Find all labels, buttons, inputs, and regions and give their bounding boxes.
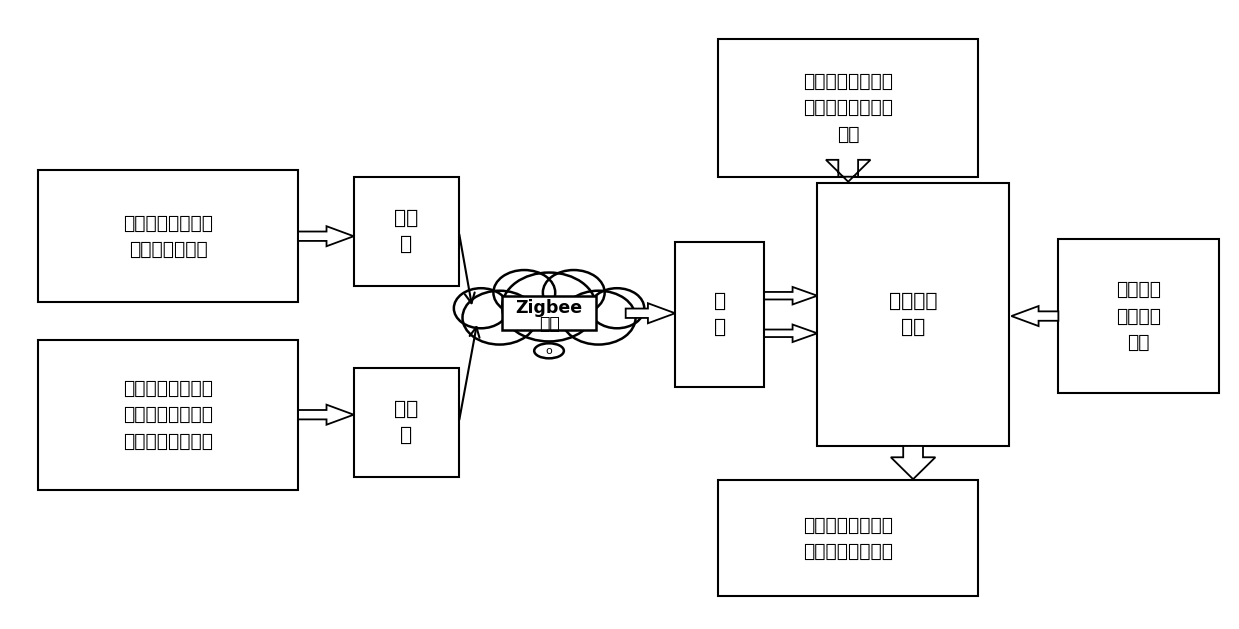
Bar: [353, 368, 458, 477]
Text: 各地区峰
值日照小
时数: 各地区峰 值日照小 时数: [1116, 280, 1161, 352]
Circle shape: [534, 343, 564, 359]
Bar: [818, 183, 1009, 446]
Polygon shape: [626, 303, 675, 323]
Text: 网络: 网络: [539, 315, 560, 333]
Text: Zigbee: Zigbee: [515, 299, 582, 317]
Bar: [502, 296, 596, 330]
Bar: [353, 177, 458, 286]
Text: 采集
器: 采集 器: [394, 209, 419, 254]
Ellipse shape: [543, 270, 605, 315]
Ellipse shape: [502, 272, 596, 342]
Ellipse shape: [493, 270, 555, 315]
Text: 并网点电压电流采
集装置：测量并网
点电压值、电流值: 并网点电压电流采 集装置：测量并网 点电压值、电流值: [123, 379, 213, 451]
Ellipse shape: [561, 291, 636, 345]
Ellipse shape: [462, 291, 536, 345]
Polygon shape: [891, 446, 935, 479]
Text: 输入：组件参数、
装机容量、环境参
数等: 输入：组件参数、 装机容量、环境参 数等: [803, 72, 893, 144]
Text: 数据处理
单元: 数据处理 单元: [888, 292, 938, 337]
Polygon shape: [764, 325, 818, 342]
Polygon shape: [299, 404, 353, 425]
Bar: [719, 481, 978, 596]
Text: o: o: [545, 346, 553, 356]
Ellipse shape: [590, 288, 644, 328]
Polygon shape: [299, 226, 353, 246]
Bar: [719, 39, 978, 177]
Ellipse shape: [453, 288, 508, 328]
Text: 采集
器: 采集 器: [394, 400, 419, 445]
Polygon shape: [764, 287, 818, 304]
Bar: [675, 243, 764, 386]
Polygon shape: [1011, 306, 1058, 326]
Bar: [1058, 240, 1219, 392]
Bar: [38, 170, 299, 302]
Polygon shape: [826, 160, 871, 182]
Text: 输出：实时发电效
率。年发电量预测: 输出：实时发电效 率。年发电量预测: [803, 516, 893, 561]
Text: 网
关: 网 关: [714, 292, 726, 337]
Text: 环境监测仪：测量
当前辐照度信息: 环境监测仪：测量 当前辐照度信息: [123, 213, 213, 259]
Bar: [38, 340, 299, 490]
